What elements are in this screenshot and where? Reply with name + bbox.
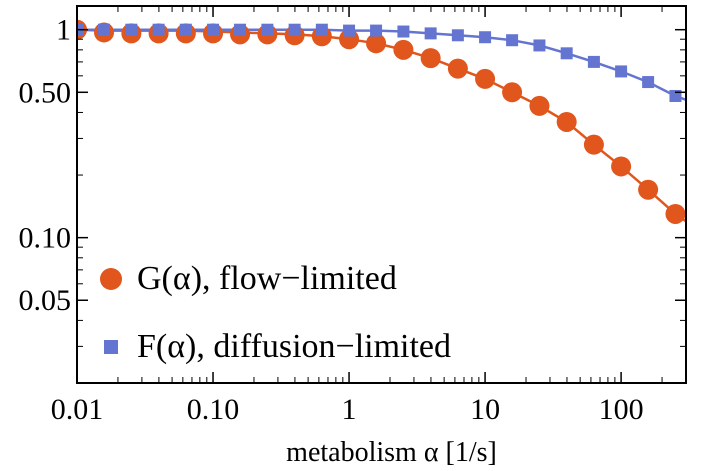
data-point-f [152,23,165,36]
x-tick-label: 10 [470,393,500,426]
x-tick-label: 1 [342,393,357,426]
data-point-g [502,82,523,103]
data-point-g [611,156,632,177]
plot-area [77,19,686,224]
data-point-f [261,23,274,36]
y-tick-label: 0.10 [19,222,72,255]
data-point-f [506,34,519,47]
legend-label-f: F(α), diffusion−limited [137,328,451,365]
legend-marker-g [100,268,122,290]
data-point-f [424,27,437,40]
data-point-f [207,23,220,36]
data-point-f [288,23,301,36]
data-point-f [315,23,328,36]
data-point-g [583,134,604,155]
axes: 0.01 0.10 1 10 100 1 0.50 0.10 0.05 [19,5,687,426]
data-point-g [475,68,496,89]
data-point-f [343,24,356,37]
x-tick-label: 0.01 [51,393,104,426]
data-point-f [370,24,383,37]
data-point-g [665,203,686,224]
y-tick-label: 0.50 [19,76,72,109]
series-group [77,19,686,224]
y-tick-label: 0.05 [19,284,72,317]
data-point-g [556,111,577,132]
data-point-f [587,55,600,68]
data-point-f [560,47,573,60]
legend-label-g: G(α), flow−limited [137,260,397,297]
data-point-f [125,23,138,36]
data-point-g [366,33,387,54]
data-point-f [179,23,192,36]
plot-frame [76,5,687,384]
data-point-f [234,23,247,36]
data-point-g [638,179,659,200]
data-point-f [642,76,655,89]
x-tick-label: 0.10 [187,393,240,426]
data-point-g [529,95,550,116]
data-point-f [98,23,111,36]
data-point-f [397,25,410,38]
data-point-f [533,39,546,52]
data-point-f [451,29,464,42]
legend-marker-f [104,340,118,354]
y-tick-label: 1 [56,14,71,47]
x-axis-label: metabolism α [1/s] [286,437,497,468]
data-point-f [479,31,492,44]
data-point-f [615,65,628,78]
data-point-g [393,39,414,60]
legend: G(α), flow−limited F(α), diffusion−limit… [100,260,451,365]
x-tick-label: 100 [599,393,644,426]
data-point-g [447,58,468,79]
data-point-g [420,48,441,69]
